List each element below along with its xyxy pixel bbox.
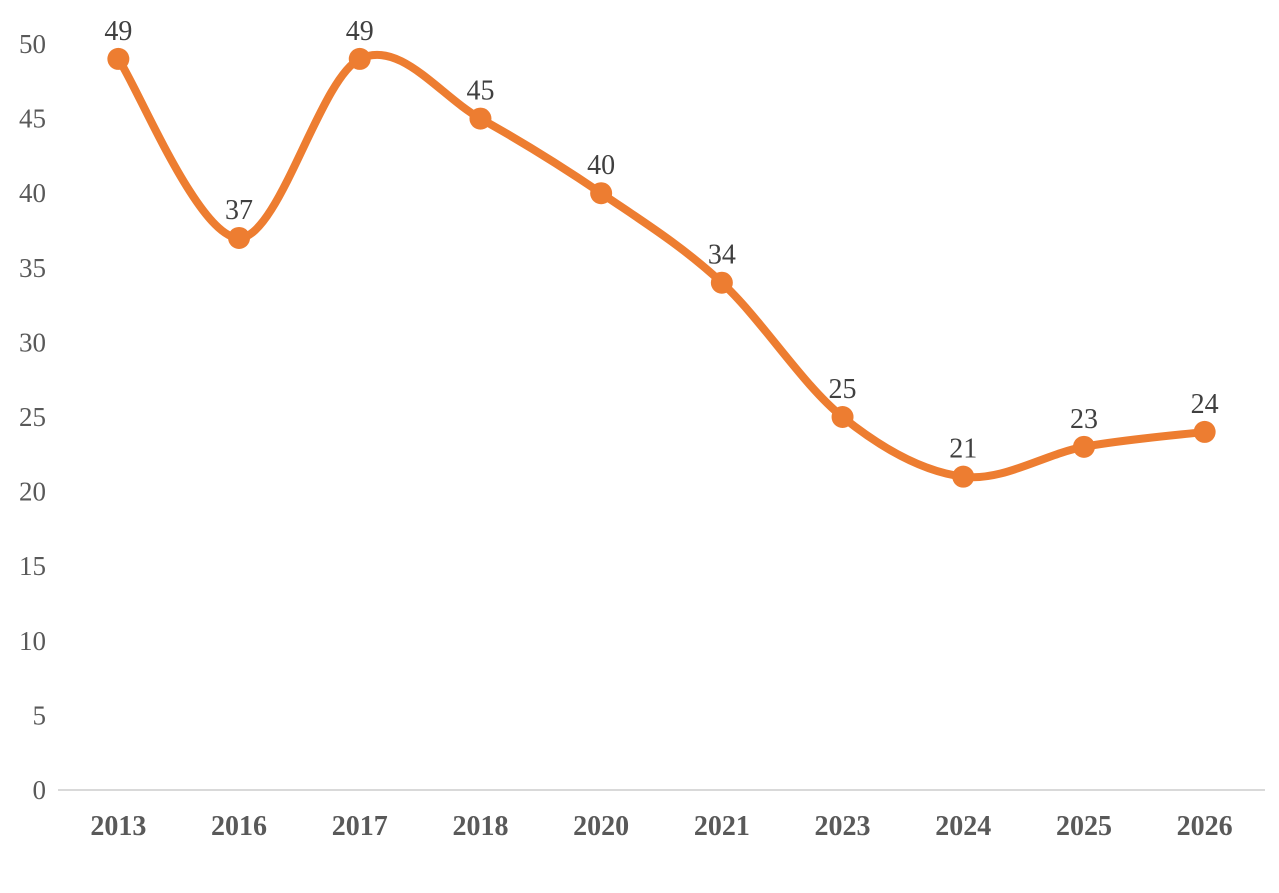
y-tick-label: 0 bbox=[33, 775, 47, 805]
data-point-marker bbox=[107, 47, 130, 70]
y-tick-label: 50 bbox=[19, 29, 46, 59]
x-tick-label: 2017 bbox=[332, 811, 388, 842]
y-tick-label: 35 bbox=[19, 253, 46, 283]
x-tick-label: 2024 bbox=[935, 811, 991, 842]
data-point-marker bbox=[469, 107, 492, 130]
x-tick-label: 2016 bbox=[211, 811, 267, 842]
data-point-marker bbox=[1193, 420, 1216, 443]
data-point-marker bbox=[710, 271, 733, 294]
x-tick-label: 2023 bbox=[815, 811, 871, 842]
data-label: 37 bbox=[225, 195, 253, 226]
y-tick-label: 15 bbox=[19, 551, 46, 581]
x-tick-label: 2020 bbox=[573, 811, 629, 842]
data-point-marker bbox=[831, 406, 854, 428]
y-tick-label: 10 bbox=[19, 626, 46, 656]
data-point-marker bbox=[228, 226, 251, 249]
data-point-marker bbox=[952, 465, 975, 488]
data-label: 24 bbox=[1191, 389, 1219, 420]
data-label: 49 bbox=[346, 16, 374, 47]
data-point-marker bbox=[590, 182, 613, 205]
data-label: 21 bbox=[949, 434, 977, 465]
series-line bbox=[114, 50, 1209, 482]
y-tick-label: 40 bbox=[19, 178, 46, 208]
data-point-marker bbox=[1072, 435, 1095, 458]
data-label: 40 bbox=[587, 150, 615, 181]
y-tick-label: 25 bbox=[19, 402, 46, 432]
data-label: 34 bbox=[708, 240, 736, 271]
x-tick-label: 2021 bbox=[694, 811, 750, 842]
y-tick-label: 5 bbox=[33, 700, 47, 730]
y-tick-label: 30 bbox=[19, 327, 46, 357]
data-label: 45 bbox=[466, 76, 494, 107]
x-tick-label: 2013 bbox=[90, 811, 146, 842]
x-tick-label: 2018 bbox=[452, 811, 508, 842]
x-tick-label: 2025 bbox=[1056, 811, 1112, 842]
data-label: 25 bbox=[829, 374, 857, 405]
x-tick-label: 2026 bbox=[1177, 811, 1233, 842]
data-label: 49 bbox=[104, 16, 132, 47]
y-tick-label: 20 bbox=[19, 477, 46, 507]
y-tick-label: 45 bbox=[19, 104, 46, 134]
data-point-marker bbox=[348, 47, 371, 70]
data-label: 23 bbox=[1070, 404, 1098, 435]
